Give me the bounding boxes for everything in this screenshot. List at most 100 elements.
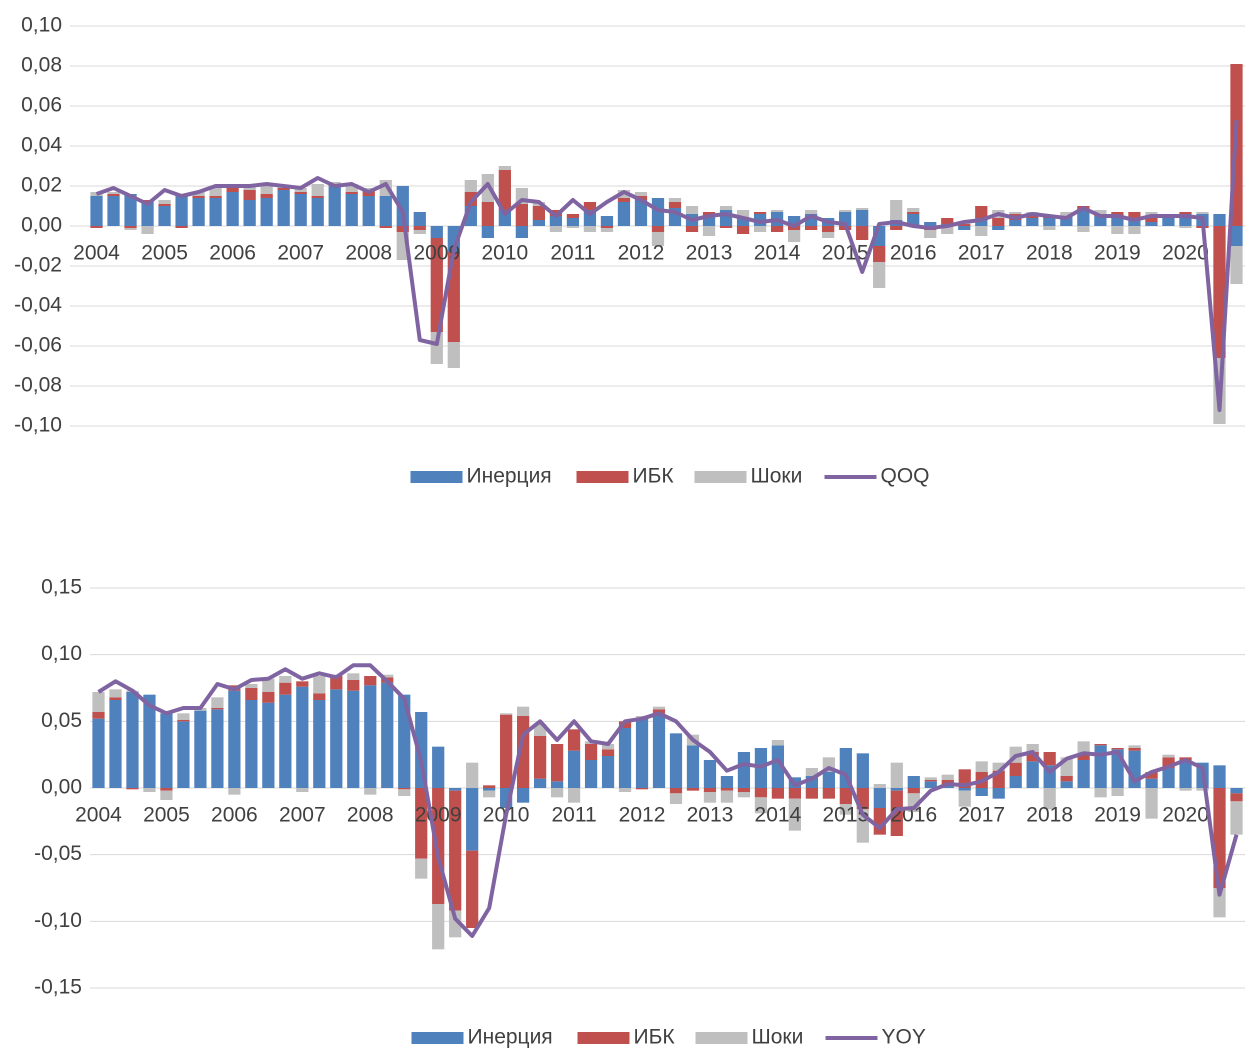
legend-label: QOQ [881, 465, 930, 488]
bar-segment [770, 226, 784, 232]
x-tick-label: 2017 [958, 804, 1005, 827]
bar-segment [856, 208, 869, 210]
bar-segment [209, 198, 222, 226]
bar-segment [703, 760, 717, 788]
bar-segment [362, 196, 375, 226]
bar-segment [720, 776, 734, 788]
bar-segment [243, 200, 256, 226]
bar-segment [583, 226, 597, 232]
bar-segment [192, 196, 205, 198]
bar-segment [992, 218, 1005, 226]
bar-segment [245, 684, 258, 688]
bar-segment [873, 784, 886, 788]
x-tick-label: 2008 [347, 804, 394, 827]
bar-segment [805, 788, 818, 799]
bar-segment [1213, 214, 1226, 226]
bar-segment [158, 204, 171, 206]
bar-segment [720, 788, 734, 791]
bar-segment [1060, 776, 1073, 782]
x-tick-label: 2005 [143, 804, 190, 827]
bar-segment [481, 226, 494, 238]
bar-segment [328, 182, 341, 184]
x-tick-label: 2014 [754, 242, 801, 265]
x-tick-label: 2014 [755, 804, 802, 827]
bar-segment [652, 706, 666, 710]
bar-segment [158, 206, 171, 226]
bar-segment [277, 188, 290, 190]
bar-segment [311, 184, 324, 196]
bar-segment [533, 736, 547, 779]
bar-segment [160, 790, 173, 800]
bar-segment [1094, 210, 1107, 214]
bar-segment [532, 206, 546, 220]
bar-segment [703, 792, 717, 803]
bar-segment [1179, 226, 1192, 228]
legend-swatch [411, 1032, 464, 1044]
bar-segment [651, 232, 665, 246]
bar-segment [158, 200, 171, 204]
bar-segment [1179, 212, 1192, 214]
bar-segment [1111, 788, 1124, 796]
bar-segment [396, 226, 409, 232]
x-tick-label: 2020 [1162, 242, 1209, 265]
bar-segment [211, 709, 224, 788]
bar-segment [1128, 226, 1141, 234]
bar-segment [584, 760, 598, 788]
bar-segment [294, 188, 307, 192]
y-tick-label: 0,10 [41, 642, 82, 665]
bar-segment [753, 226, 767, 232]
bar-segment [1026, 218, 1039, 226]
bar-segment [856, 753, 869, 788]
bar-segment [669, 793, 683, 804]
y-tick-label: -0,08 [14, 374, 62, 397]
bar-segment [1060, 216, 1073, 226]
bar-segment [345, 184, 358, 192]
bar-segment [1128, 212, 1141, 218]
bar-segment [804, 226, 818, 230]
bar-segment [124, 194, 137, 226]
legend-swatch [694, 471, 747, 483]
x-tick-label: 2006 [211, 804, 258, 827]
bar-segment [430, 332, 443, 364]
bar-segment [907, 214, 920, 226]
bar-segment [1162, 768, 1175, 788]
legend-swatch [577, 1032, 630, 1044]
bar-segment [432, 746, 445, 788]
x-tick-label: 2019 [1094, 804, 1141, 827]
bar-segment [890, 788, 903, 791]
bar-segment [109, 700, 122, 788]
bar-segment [1111, 226, 1124, 234]
y-tick-label: 0,02 [21, 174, 62, 197]
legend-swatch [695, 1032, 748, 1044]
bar-segment [243, 186, 256, 190]
bar-segment [175, 226, 188, 228]
bar-segment [754, 797, 768, 814]
bar-segment [532, 220, 546, 226]
bar-segment [975, 226, 988, 236]
bar-segment [924, 777, 937, 780]
bar-segment [958, 226, 971, 230]
x-tick-label: 2018 [1026, 242, 1073, 265]
bar-segment [109, 697, 122, 700]
y-tick-label: 0,00 [21, 214, 62, 237]
bar-segment [873, 246, 886, 262]
y-tick-label: -0,06 [14, 334, 62, 357]
x-tick-label: 2018 [1026, 804, 1073, 827]
x-tick-label: 2011 [550, 242, 595, 265]
x-tick-label: 2008 [345, 242, 392, 265]
bar-segment [958, 790, 971, 807]
bar-segment [279, 676, 292, 683]
bar-segment [668, 202, 682, 208]
bar-segment [788, 798, 802, 831]
bar-segment [192, 198, 205, 226]
bar-segment [890, 762, 903, 788]
legend-label: Инерция [467, 465, 552, 488]
bar-segment [141, 226, 154, 234]
bar-segment [500, 713, 513, 715]
bar-segment [1009, 220, 1022, 226]
y-tick-label: -0,05 [34, 842, 82, 865]
bar-segment [328, 186, 341, 226]
bar-segment [243, 190, 256, 200]
bar-segment [413, 226, 426, 230]
